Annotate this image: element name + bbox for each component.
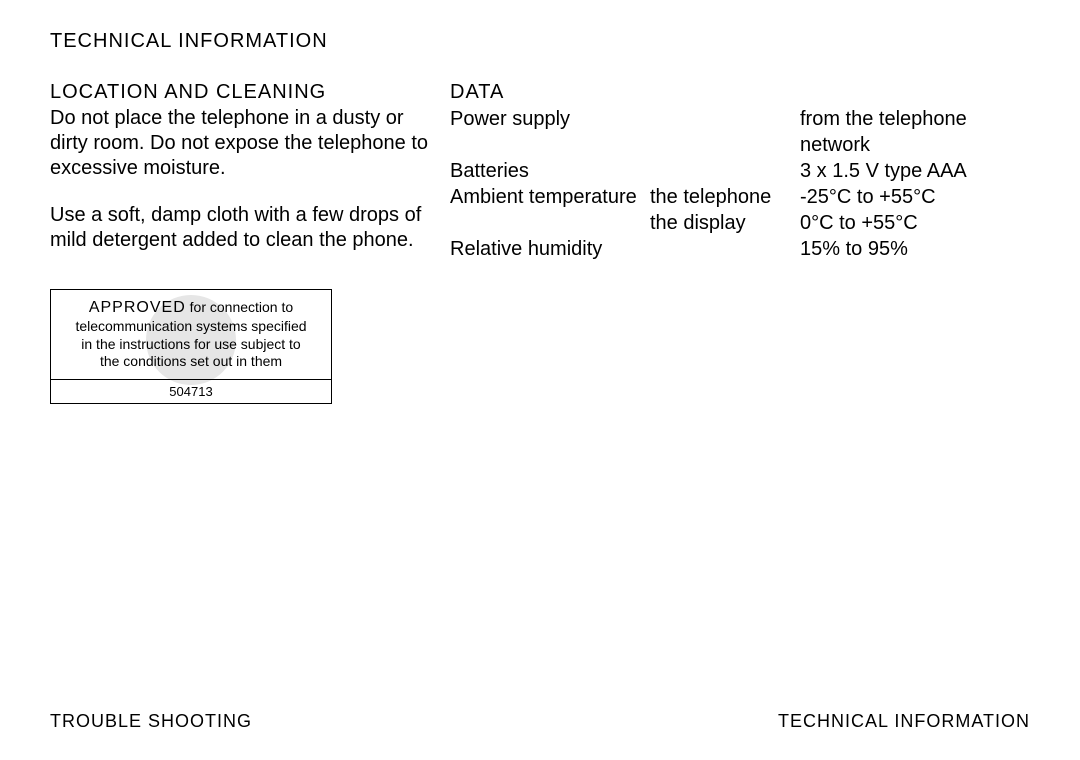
approval-text: APPROVED for connection to telecommunica…: [51, 290, 331, 380]
cell: [650, 132, 800, 158]
cell: from the telephone: [800, 106, 1030, 132]
approval-box: APPROVED for connection to telecommunica…: [50, 289, 332, 404]
footer-right: TECHNICAL INFORMATION: [778, 711, 1030, 732]
cell: Ambient temperature: [450, 184, 650, 210]
cell: network: [800, 132, 1030, 158]
approval-number: 504713: [51, 380, 331, 403]
footer-left: TROUBLE SHOOTING: [50, 711, 252, 732]
location-cleaning-heading: LOCATION AND CLEANING: [50, 81, 440, 104]
cell: [650, 158, 800, 184]
page-title: TECHNICAL INFORMATION: [50, 30, 1030, 53]
cell: 0°C to +55°C: [800, 210, 1030, 236]
data-table: Power supply from the telephone network …: [450, 106, 1030, 262]
cell: the telephone: [650, 184, 800, 210]
location-para-2: Use a soft, damp cloth with a few drops …: [50, 203, 440, 253]
cell: [650, 236, 800, 262]
left-column: LOCATION AND CLEANING Do not place the t…: [50, 81, 450, 404]
location-para-1: Do not place the telephone in a dusty or…: [50, 106, 440, 181]
footer: TROUBLE SHOOTING TECHNICAL INFORMATION: [50, 711, 1030, 732]
data-heading: DATA: [450, 81, 1030, 104]
cell: [450, 210, 650, 236]
cell: Relative humidity: [450, 236, 650, 262]
page: TECHNICAL INFORMATION LOCATION AND CLEAN…: [0, 0, 1080, 760]
cell: [650, 106, 800, 132]
cell: 3 x 1.5 V type AAA: [800, 158, 1030, 184]
cell: [450, 132, 650, 158]
cell: 15% to 95%: [800, 236, 1030, 262]
approval-rest1: for connection to: [186, 299, 293, 315]
cell: the display: [650, 210, 800, 236]
approval-line4: the conditions set out in them: [100, 353, 282, 369]
cell: Power supply: [450, 106, 650, 132]
approval-lead: APPROVED: [89, 299, 186, 316]
cell: Batteries: [450, 158, 650, 184]
content-columns: LOCATION AND CLEANING Do not place the t…: [50, 81, 1030, 404]
right-column: DATA Power supply from the telephone net…: [450, 81, 1030, 262]
cell: -25°C to +55°C: [800, 184, 1030, 210]
approval-line3: in the instructions for use subject to: [81, 336, 300, 352]
approval-line2: telecommunication systems specified: [75, 318, 306, 334]
